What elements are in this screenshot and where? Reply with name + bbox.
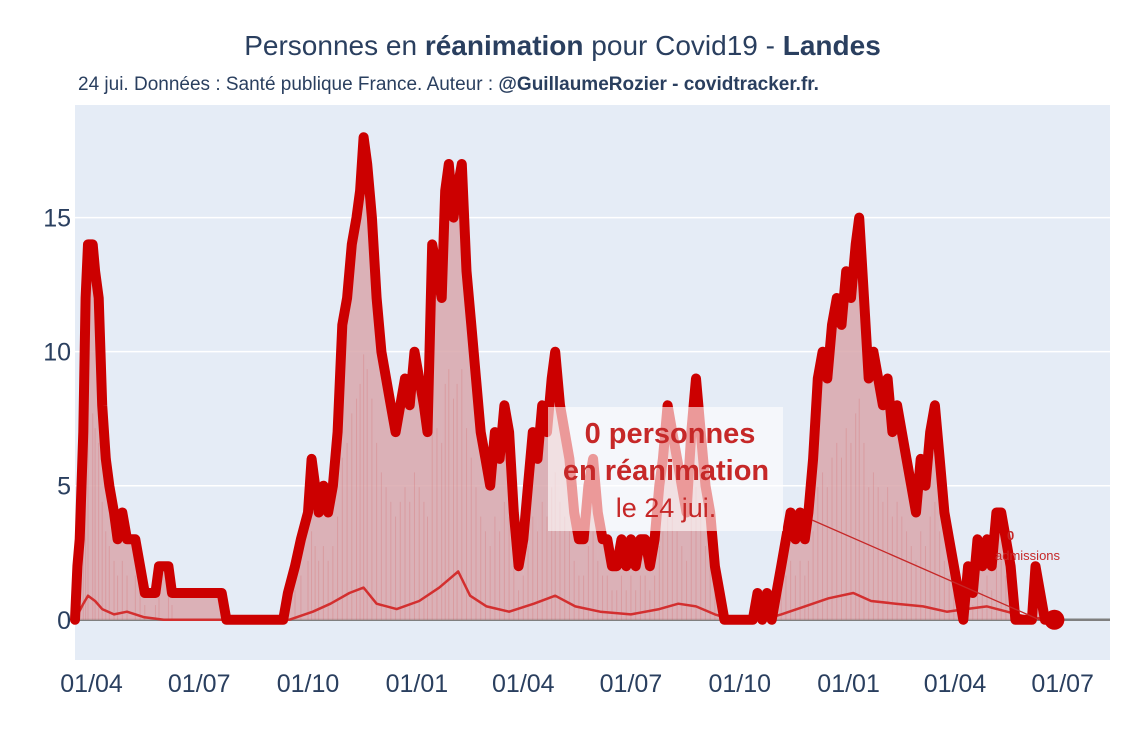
x-tick-label: 01/01: [386, 670, 449, 698]
chart-title: Personnes en réanimation pour Covid19 - …: [0, 30, 1125, 62]
chart-subtitle: 24 jui. Données : Santé publique France.…: [78, 74, 819, 96]
annotation-line1: 0 personnes: [585, 418, 756, 450]
annotation-arrow: [811, 519, 1041, 621]
x-tick-layer: 01/04 01/07 01/10 01/01 01/04 01/07 01/10 01/01…: [60, 670, 1094, 698]
last-point-marker: [1044, 609, 1065, 630]
subtitle-author: @GuillaumeRozier - covidtracker.fr.: [498, 74, 819, 95]
admissions-label: admissions: [995, 548, 1061, 563]
x-tick-label: 01/10: [277, 670, 340, 698]
x-tick-label: 01/10: [708, 670, 771, 698]
annotation-line3: le 24 jui.: [616, 493, 717, 523]
admissions-layer: [73, 570, 1055, 622]
x-tick-label: 01/04: [492, 670, 555, 698]
y-tick-label: 15: [43, 205, 71, 233]
title-part1: Personnes en: [244, 30, 425, 61]
title-bold1: réanimation: [424, 30, 584, 61]
x-tick-label: 01/04: [924, 670, 987, 698]
y-tick-label: 5: [57, 473, 71, 501]
x-tick-label: 01/07: [168, 670, 231, 698]
title-part2: pour Covid19 -: [583, 30, 783, 61]
x-tick-label: 01/01: [817, 670, 880, 698]
x-tick-label: 01/07: [600, 670, 663, 698]
admissions-line: [73, 570, 1055, 622]
title-bold2: Landes: [782, 30, 881, 61]
annotation-background: [548, 407, 783, 531]
y-tick-label: 10: [43, 339, 71, 367]
admissions-annotation: 0 admissions: [995, 528, 1061, 563]
annotation-line2: en réanimation: [563, 455, 769, 487]
x-tick-label: 01/04: [60, 670, 123, 698]
subtitle-text: 24 jui. Données : Santé publique France.…: [78, 74, 499, 95]
y-tick-layer: 0 5 10 15: [43, 205, 71, 635]
x-tick-label: 01/07: [1031, 670, 1094, 698]
y-tick-label: 0: [57, 607, 71, 635]
annotation-box: 0 personnes en réanimation le 24 jui.: [548, 407, 1041, 621]
admissions-count: 0: [1007, 528, 1014, 543]
